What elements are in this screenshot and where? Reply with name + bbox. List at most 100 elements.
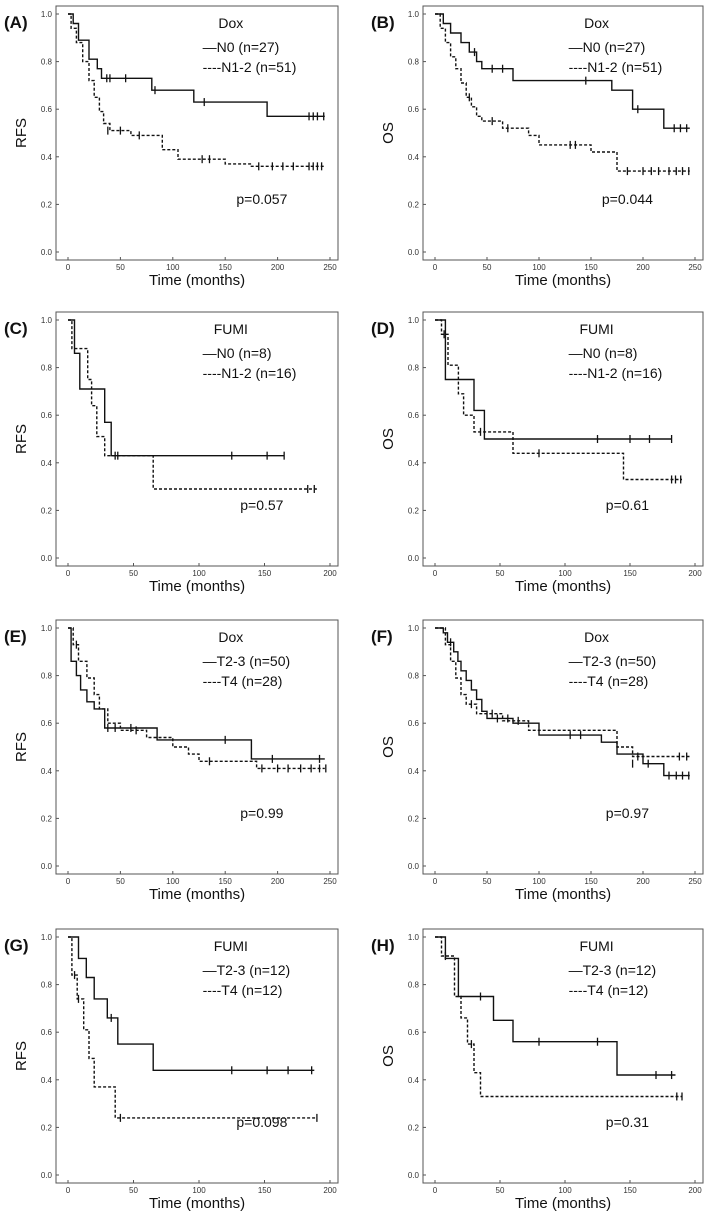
legend-entry: —N0 (n=27): [203, 39, 280, 55]
x-tick-label: 50: [483, 263, 492, 272]
x-tick-label: 150: [623, 1186, 637, 1195]
x-axis-title: Time (months): [149, 272, 245, 289]
x-tick-label: 150: [584, 263, 598, 272]
legend-entry: ----T4 (n=12): [203, 982, 283, 998]
y-axis-title: RFS: [13, 118, 30, 148]
plot-frame: [55, 311, 339, 567]
x-tick-label: 100: [532, 263, 546, 272]
y-axis-title: OS: [380, 1045, 397, 1067]
y-axis-title: RFS: [13, 424, 30, 454]
x-tick-label: 250: [688, 263, 702, 272]
x-tick-label: 0: [433, 569, 438, 578]
y-tick-label: 0.2: [41, 200, 53, 209]
y-tick-label: 0.6: [41, 105, 53, 114]
plot-frame: [55, 619, 339, 875]
legend-entry: ----T4 (n=28): [203, 673, 283, 689]
y-tick-label: 0.4: [408, 767, 420, 776]
x-tick-label: 50: [496, 569, 505, 578]
x-tick-label: 250: [688, 877, 702, 886]
group-label: FUMI: [214, 321, 248, 337]
x-tick-label: 0: [66, 569, 71, 578]
x-axis-title: Time (months): [149, 578, 245, 595]
y-tick-label: 0.2: [408, 506, 420, 515]
x-tick-label: 150: [584, 877, 598, 886]
y-tick-label: 0.4: [41, 767, 53, 776]
legend-entry: ----T4 (n=28): [569, 673, 649, 689]
panel-c: (C) RFS 0.0 0.2 0.4 0.6 0.8 1.0 0 50 100 150 200 Time…: [4, 311, 339, 595]
survival-curve-solid: [435, 13, 690, 129]
panel-b: (B) OS 0.0 0.2 0.4 0.6 0.8 1.0 0 50 100 150 200 250 Ti…: [371, 5, 704, 289]
x-tick-label: 150: [258, 569, 272, 578]
x-tick-label: 200: [271, 877, 285, 886]
y-tick-label: 1.0: [408, 316, 420, 325]
survival-curve-dashed: [68, 936, 317, 1119]
y-tick-label: 0.0: [408, 554, 420, 563]
panel-letter: (G): [4, 936, 29, 955]
y-tick-label: 0.8: [41, 58, 53, 67]
legend-entry: ----N1-2 (n=16): [569, 365, 663, 381]
panel-a: (A) RFS 0.0 0.2 0.4 0.6 0.8 1.0 0 50 100 150 200 250 T…: [4, 5, 339, 289]
x-tick-label: 100: [558, 1186, 572, 1195]
y-tick-label: 0.2: [41, 814, 53, 823]
x-tick-label: 0: [66, 1186, 71, 1195]
panel-letter: (B): [371, 13, 395, 32]
panel-f: (F) OS 0.0 0.2 0.4 0.6 0.8 1.0 0 50 100 150 200 250 Ti…: [371, 619, 704, 903]
x-tick-label: 250: [323, 263, 337, 272]
x-tick-label: 0: [66, 263, 71, 272]
x-tick-label: 0: [433, 263, 438, 272]
x-tick-label: 150: [219, 877, 233, 886]
legend-entry: —N0 (n=8): [203, 345, 272, 361]
survival-curve-dashed: [435, 13, 690, 172]
x-tick-label: 150: [258, 1186, 272, 1195]
x-tick-label: 100: [192, 1186, 206, 1195]
group-label: Dox: [584, 15, 609, 31]
plot-frame: [422, 928, 704, 1184]
y-tick-label: 1.0: [41, 933, 53, 942]
survival-curve-dashed: [435, 936, 682, 1098]
x-tick-label: 50: [116, 263, 125, 272]
y-tick-label: 0.6: [41, 719, 53, 728]
legend-entry: ----N1-2 (n=51): [569, 59, 663, 75]
panel-letter: (A): [4, 13, 28, 32]
x-tick-label: 200: [636, 877, 650, 886]
legend-entry: —N0 (n=8): [569, 345, 638, 361]
survival-curve-dashed: [435, 319, 682, 481]
x-tick-label: 50: [496, 1186, 505, 1195]
y-tick-label: 0.8: [41, 364, 53, 373]
x-axis-title: Time (months): [515, 578, 611, 595]
y-tick-label: 0.6: [408, 411, 420, 420]
x-tick-label: 200: [323, 1186, 337, 1195]
x-tick-label: 200: [271, 263, 285, 272]
group-label: FUMI: [579, 938, 613, 954]
x-axis-title: Time (months): [149, 1195, 245, 1212]
y-tick-label: 0.6: [408, 105, 420, 114]
x-tick-label: 100: [166, 877, 180, 886]
x-tick-label: 50: [116, 877, 125, 886]
x-axis-title: Time (months): [515, 1195, 611, 1212]
y-tick-label: 0.0: [408, 862, 420, 871]
y-tick-label: 0.0: [408, 248, 420, 257]
y-tick-label: 0.4: [41, 153, 53, 162]
y-tick-label: 0.0: [41, 554, 53, 563]
legend-entry: ----N1-2 (n=16): [203, 365, 297, 381]
p-value: p=0.098: [236, 1114, 287, 1130]
y-tick-label: 0.2: [408, 1123, 420, 1132]
y-axis-title: OS: [380, 428, 397, 450]
p-value: p=0.99: [240, 805, 283, 821]
y-tick-label: 0.0: [408, 1171, 420, 1180]
p-value: p=0.61: [606, 497, 649, 513]
y-axis-title: RFS: [13, 732, 30, 762]
survival-curve-solid: [435, 319, 672, 440]
x-tick-label: 150: [219, 263, 233, 272]
legend-entry: —T2-3 (n=50): [569, 653, 657, 669]
x-tick-label: 50: [129, 1186, 138, 1195]
x-tick-label: 150: [623, 569, 637, 578]
x-axis-title: Time (months): [515, 886, 611, 903]
y-tick-label: 0.2: [408, 814, 420, 823]
y-tick-label: 0.8: [408, 364, 420, 373]
y-tick-label: 0.4: [408, 1076, 420, 1085]
x-tick-label: 200: [688, 1186, 702, 1195]
survival-curve-dashed: [68, 627, 325, 770]
y-tick-label: 1.0: [41, 10, 53, 19]
y-tick-label: 1.0: [408, 624, 420, 633]
